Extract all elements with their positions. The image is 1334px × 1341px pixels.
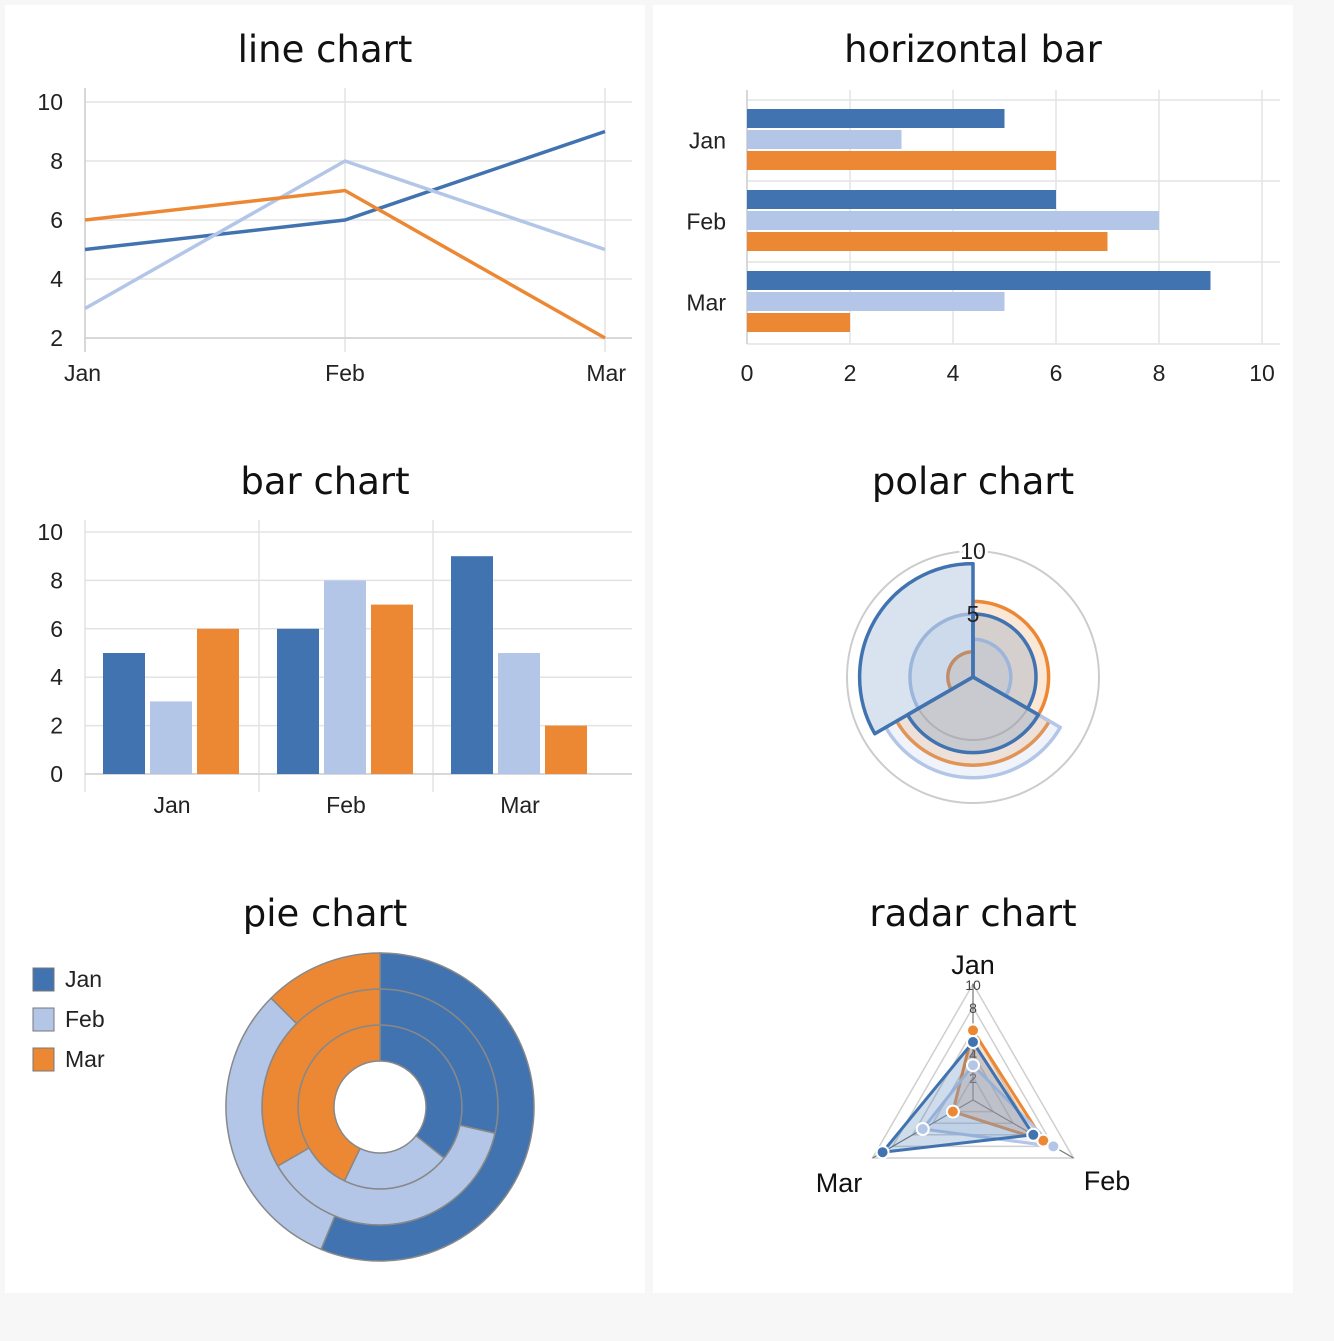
bar-feb	[498, 653, 540, 774]
series-line-mar	[84, 188, 606, 340]
radar-point-mar	[966, 1023, 980, 1038]
polar-tick-label: 5	[967, 601, 980, 627]
radar-point-mar	[945, 1104, 960, 1119]
legend-swatch-jan	[32, 967, 55, 992]
x-tick-label: Jan	[153, 792, 190, 818]
bar-chart-title: bar chart	[240, 460, 409, 503]
pie-chart-title: pie chart	[243, 892, 407, 935]
radar-grid	[951, 1075, 995, 1113]
bar-mar	[545, 725, 587, 774]
bar-jan	[103, 653, 145, 774]
pie-slice-jan	[320, 952, 535, 1262]
y-tick-label: 10	[37, 519, 63, 545]
x-tick-label: 2	[844, 360, 857, 386]
y-tick-label: 6	[50, 616, 63, 642]
radar-point-jan	[966, 1035, 980, 1049]
x-tick-label: 4	[947, 360, 960, 386]
x-tick-label: 10	[1249, 360, 1275, 386]
y-tick-label: Jan	[689, 128, 726, 154]
legend-swatch-mar	[32, 1047, 55, 1072]
y-tick-label: 10	[37, 89, 63, 115]
bar-mar	[371, 604, 413, 774]
series-line-feb	[84, 159, 606, 311]
y-tick-label: Feb	[686, 209, 726, 235]
x-tick-label: 8	[1153, 360, 1166, 386]
radar-chart-title: radar chart	[869, 892, 1076, 935]
polar-chart-title: polar chart	[872, 460, 1074, 503]
bar-feb	[150, 701, 192, 774]
x-tick-label: Jan	[64, 360, 101, 386]
series-line-jan	[84, 129, 606, 252]
legend-label: Mar	[65, 1046, 105, 1072]
polar-tick-label: 10	[960, 538, 986, 564]
radar-point-jan	[1026, 1127, 1041, 1142]
radar-point-feb	[1046, 1139, 1061, 1154]
bar-mar	[747, 313, 850, 332]
bar-jan	[451, 556, 493, 774]
radar-grid	[891, 1005, 1055, 1148]
line-chart: line chart 2 4 6 8 10 Jan Feb Mar	[37, 28, 632, 386]
bar-feb	[747, 130, 902, 149]
y-tick-label: 2	[50, 325, 63, 351]
bar-feb	[747, 292, 1005, 311]
bar-mar	[747, 151, 1056, 170]
bar-jan	[277, 628, 319, 774]
y-tick-label: 2	[50, 713, 63, 739]
y-tick-label: 4	[50, 664, 63, 690]
radar-point-feb	[915, 1122, 930, 1136]
x-tick-label: Mar	[500, 792, 540, 818]
radar-tick-label: 10	[965, 977, 981, 993]
x-tick-label: Feb	[325, 360, 365, 386]
polar-sector-jan	[857, 561, 975, 736]
legend-label: Feb	[65, 1006, 105, 1032]
radar-axis-label: Jan	[951, 950, 995, 980]
radar-tick-label: 2	[969, 1070, 977, 1086]
bar-mar	[197, 628, 239, 774]
y-tick-label: 0	[50, 761, 63, 787]
bar-mar	[747, 232, 1108, 251]
x-tick-label: Mar	[586, 360, 626, 386]
bar-chart: bar chart 0 2 4 6 8 10 Jan Feb Mar	[37, 460, 632, 818]
x-tick-label: 0	[741, 360, 754, 386]
bar-jan	[747, 271, 1211, 290]
radar-point-mar	[1036, 1133, 1051, 1148]
y-tick-label: 4	[50, 266, 63, 292]
x-tick-label: Feb	[326, 792, 366, 818]
polar-chart: polar chart 10 5	[846, 460, 1100, 804]
radar-grid	[871, 982, 1075, 1159]
legend-label: Jan	[65, 966, 102, 992]
pie-chart: pie chart Jan Feb Mar	[32, 892, 535, 1262]
radar-point-jan	[875, 1145, 890, 1160]
horizontal-bar-chart: horizontal bar 0 2 4 6 8 10 Jan Feb Mar	[686, 28, 1280, 386]
y-tick-label: 6	[50, 207, 63, 233]
horizontal-bar-title: horizontal bar	[844, 28, 1102, 71]
radar-tick-label: 8	[969, 1000, 977, 1016]
y-tick-label: Mar	[686, 290, 726, 316]
pie-slice-mar	[270, 952, 381, 1025]
y-tick-label: 8	[50, 567, 63, 593]
bar-jan	[747, 109, 1005, 128]
polar-sector-jan	[905, 675, 1041, 755]
y-tick-label: 8	[50, 148, 63, 174]
radar-axis-label: Feb	[1084, 1166, 1131, 1196]
legend-swatch-feb	[32, 1007, 55, 1032]
polar-grid-circle	[846, 550, 1100, 804]
radar-point-feb	[966, 1058, 980, 1073]
bar-feb	[747, 211, 1159, 230]
bar-jan	[747, 190, 1056, 209]
line-chart-title: line chart	[238, 28, 413, 71]
radar-tick-label: 4	[969, 1047, 977, 1063]
bar-feb	[324, 580, 366, 774]
x-tick-label: 6	[1050, 360, 1063, 386]
radar-axis-label: Mar	[816, 1168, 863, 1198]
